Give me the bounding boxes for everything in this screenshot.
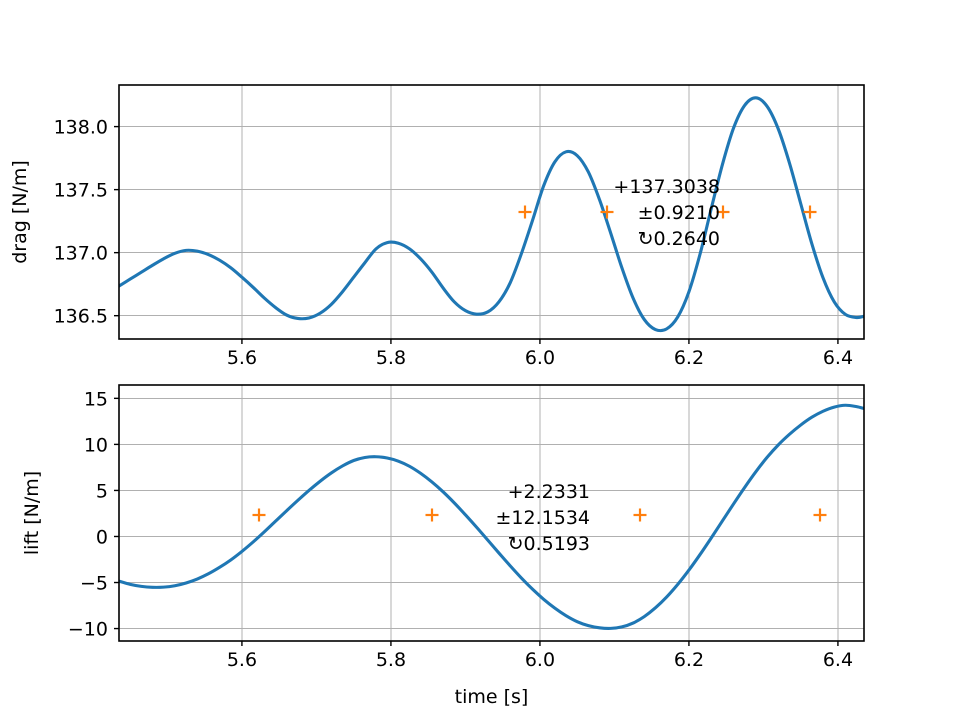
marker-group-lift-plot [252, 508, 827, 522]
marker-group-drag-plot [518, 205, 817, 219]
annotation-lift-plot: +2.2331 ±12.1534 ↻0.5193 [496, 481, 591, 555]
ytick-label-10: 10 [84, 434, 108, 456]
ytick-label-5: 5 [96, 480, 108, 502]
xtick-label-5.6: 5.6 [227, 649, 257, 671]
xtick-label-6.0: 6.0 [525, 347, 555, 369]
annotation-drag-plot: +137.3038 ±0.9210 ↻0.2640 [613, 176, 720, 250]
axes-frame-lift-plot [118, 384, 865, 642]
xtick-label-6.2: 6.2 [674, 347, 704, 369]
xtick-label-5.6: 5.6 [227, 347, 257, 369]
drag-plot: 5.6 5.8 6.0 6.2 6.4 136.5 137.0 137.5 138.0 drag … [9, 84, 865, 369]
ytick-label-−5: −5 [80, 573, 108, 595]
annotation-line-1: ±0.9210 [638, 202, 720, 224]
xtick-label-5.8: 5.8 [376, 649, 406, 671]
ytick-label-0: 0 [96, 526, 108, 548]
data-line-drag [119, 96, 864, 333]
xtick-label-6.4: 6.4 [823, 649, 853, 671]
annotation-line-0: +137.3038 [613, 176, 720, 198]
data-line-lift [119, 403, 864, 630]
annotation-line-2: ↻0.5193 [508, 533, 590, 555]
ytick-label-15: 15 [84, 388, 108, 410]
ytick-label-138.0: 138.0 [54, 117, 108, 139]
axes-frame-drag-plot [118, 84, 865, 340]
ytick-label-−10: −10 [68, 619, 108, 641]
ytick-label-137.0: 137.0 [54, 243, 108, 265]
xlabel-lift-plot: time [s] [455, 686, 529, 708]
ylabel-drag-plot: drag [N/m] [9, 160, 31, 264]
annotation-line-1: ±12.1534 [496, 507, 591, 529]
annotation-line-2: ↻0.2640 [638, 228, 720, 250]
xtick-label-6.0: 6.0 [525, 649, 555, 671]
lift-plot: 5.6 5.8 6.0 6.2 6.4 −10 −5 0 5 10 15 lift [N/m] time… [21, 384, 865, 708]
xtick-label-6.2: 6.2 [674, 649, 704, 671]
xtick-label-5.8: 5.8 [376, 347, 406, 369]
ytick-label-137.5: 137.5 [54, 180, 108, 202]
ytick-label-136.5: 136.5 [54, 306, 108, 328]
ylabel-lift-plot: lift [N/m] [21, 471, 43, 555]
annotation-line-0: +2.2331 [508, 481, 590, 503]
xtick-label-6.4: 6.4 [823, 347, 853, 369]
